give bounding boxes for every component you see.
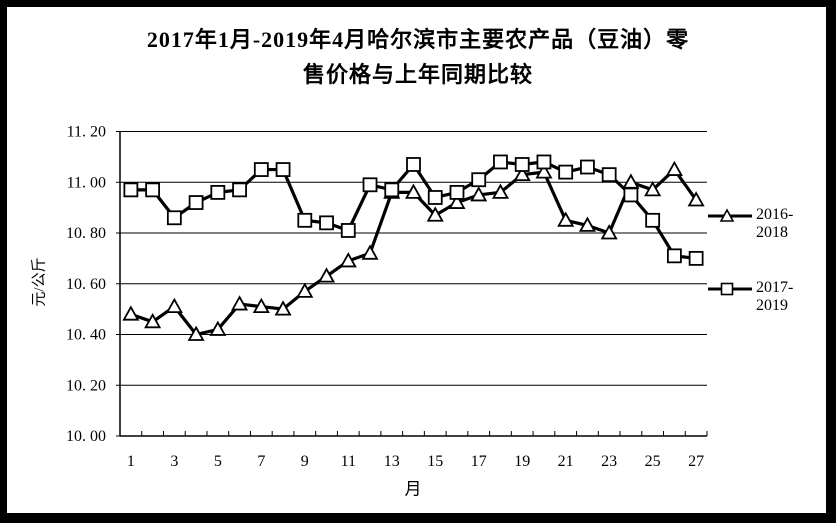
marker-triangle — [535, 163, 553, 179]
marker-square — [123, 182, 139, 198]
marker-square — [449, 184, 465, 200]
marker-square — [558, 164, 574, 180]
triangle-series-legend-icon — [708, 208, 752, 222]
marker-square — [384, 182, 400, 198]
chart-title-line-2: 售价格与上年同期比较 — [302, 62, 533, 87]
y-tick-label: 10. 60 — [66, 276, 106, 293]
x-tick-label: 1 — [127, 453, 135, 470]
marker-square — [645, 212, 661, 228]
marker-triangle — [513, 165, 531, 182]
marker-triangle — [578, 216, 596, 232]
marker-triangle — [144, 312, 162, 329]
x-tick-label: 25 — [645, 453, 661, 470]
marker-square — [580, 159, 595, 175]
legend-label-2016-2018: 2016- 2018 — [756, 206, 794, 241]
y-axis-title: 元/公斤 — [31, 257, 48, 307]
marker-triangle — [426, 206, 444, 222]
legend-item-2016-2018: 2016- 2018 — [708, 206, 810, 242]
marker-triangle — [665, 160, 683, 176]
marker-square — [623, 187, 639, 203]
marker-square — [406, 157, 421, 172]
legend-label-2017-2019: 2017- 2019 — [756, 279, 794, 314]
marker-square — [471, 172, 487, 188]
x-tick-label: 9 — [301, 453, 309, 470]
marker-square — [210, 184, 226, 200]
marker-square — [493, 154, 508, 170]
square-series-legend-icon — [708, 282, 752, 296]
y-tick-label: 10. 00 — [66, 428, 106, 445]
marker-square — [166, 210, 182, 226]
marker-square — [275, 162, 291, 177]
legend-square-marker — [720, 282, 734, 296]
y-tick-label: 10. 40 — [66, 327, 106, 344]
y-tick-label: 11. 20 — [67, 124, 106, 141]
marker-square — [297, 212, 313, 228]
x-tick-label: 5 — [214, 453, 222, 470]
marker-triangle — [404, 183, 423, 199]
marker-triangle — [622, 173, 640, 189]
marker-triangle — [274, 300, 292, 316]
legend-triangle-marker — [719, 208, 735, 222]
marker-triangle — [470, 186, 488, 202]
marker-triangle — [687, 191, 705, 207]
y-tick-label: 11. 00 — [67, 174, 106, 191]
marker-square — [514, 157, 530, 172]
marker-triangle — [600, 224, 618, 240]
x-tick-label: 15 — [427, 453, 443, 470]
marker-triangle — [644, 181, 662, 197]
marker-triangle — [209, 320, 227, 336]
y-tick-label: 10. 80 — [66, 225, 106, 242]
marker-square — [253, 162, 269, 177]
x-tick-label: 17 — [471, 453, 487, 470]
marker-triangle — [339, 252, 357, 268]
marker-triangle — [318, 267, 336, 283]
marker-square — [362, 177, 378, 193]
x-tick-label: 3 — [170, 453, 178, 470]
chart-title: 2017年1月-2019年4月哈尔滨市主要农产品（豆油）零 售价格与上年同期比较 — [0, 22, 836, 92]
marker-triangle — [296, 282, 314, 298]
marker-square — [319, 215, 334, 231]
marker-triangle — [122, 305, 140, 321]
marker-triangle — [557, 211, 575, 227]
x-tick-label: 11 — [341, 453, 356, 470]
marker-square — [427, 190, 443, 205]
x-tick-label: 27 — [688, 453, 704, 470]
chart-title-line-1: 2017年1月-2019年4月哈尔滨市主要农产品（豆油）零 — [146, 27, 690, 52]
marker-triangle — [165, 297, 183, 313]
x-tick-label: 7 — [257, 453, 265, 470]
marker-square — [188, 195, 204, 210]
marker-triangle — [361, 244, 379, 260]
marker-square — [232, 182, 247, 198]
marker-square — [666, 248, 682, 264]
marker-square — [688, 250, 704, 266]
marker-square — [536, 154, 552, 170]
marker-triangle — [252, 297, 270, 313]
x-tick-label: 19 — [514, 453, 530, 470]
marker-square — [340, 223, 356, 238]
x-tick-label: 13 — [384, 453, 400, 470]
x-tick-label: 23 — [601, 453, 617, 470]
x-axis-title: 月 — [404, 479, 422, 499]
y-tick-label: 10. 20 — [66, 377, 106, 394]
marker-triangle — [491, 183, 509, 199]
marker-triangle — [231, 295, 249, 311]
legend-item-2017-2019: 2017- 2019 — [708, 279, 810, 315]
x-tick-label: 21 — [558, 453, 574, 470]
marker-triangle — [187, 325, 205, 341]
marker-square — [145, 182, 161, 198]
marker-triangle — [448, 193, 466, 209]
marker-square — [601, 167, 617, 183]
